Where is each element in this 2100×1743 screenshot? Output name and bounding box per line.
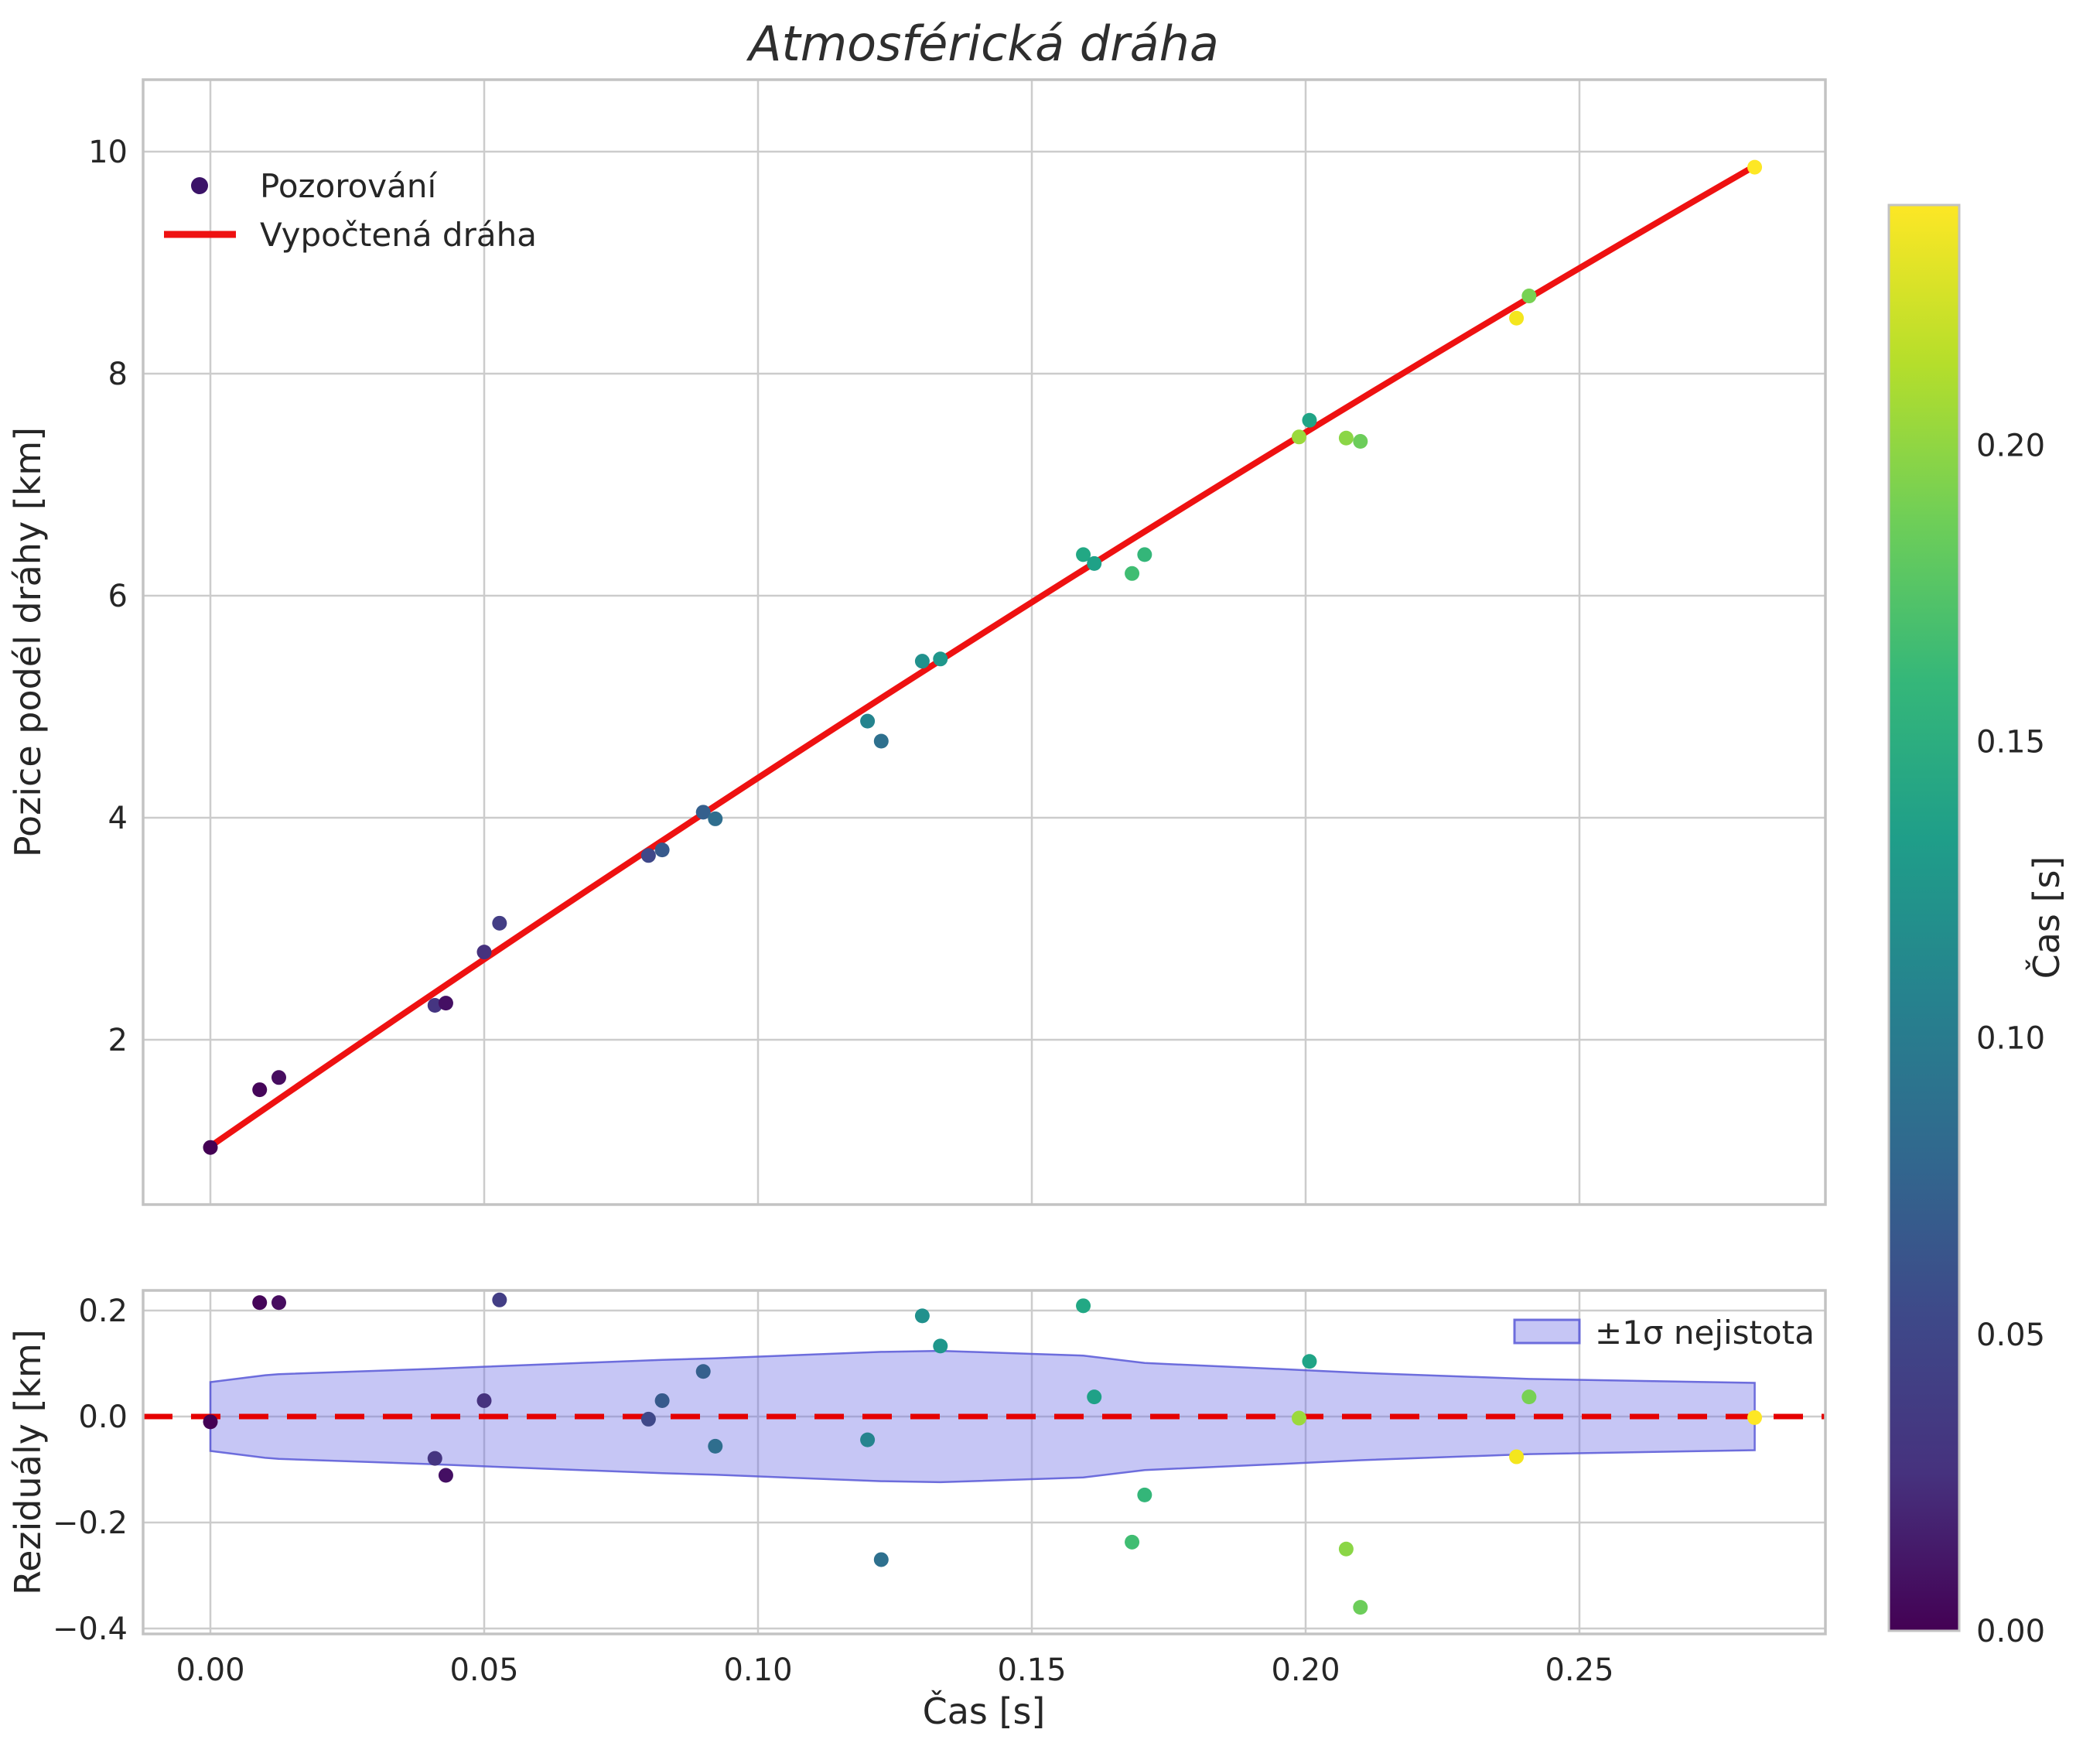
observation-point <box>654 842 670 858</box>
colorbar-tick-label: 0.05 <box>1976 1318 2045 1353</box>
legend-observations-label: Pozorování <box>260 167 438 205</box>
main-y-tick-label: 2 <box>108 1023 128 1058</box>
observation-point <box>640 848 656 863</box>
fit-line <box>207 162 1758 1150</box>
observation-point <box>476 945 492 960</box>
observation-point <box>438 996 453 1011</box>
residual-point <box>1747 1410 1763 1425</box>
observation-point <box>914 654 930 669</box>
residual-point <box>476 1393 492 1408</box>
observation-point <box>427 998 442 1013</box>
x-tick-label: 0.05 <box>449 1652 518 1688</box>
main-y-tick-label: 6 <box>108 579 128 614</box>
residual-point <box>252 1295 268 1311</box>
residual-point <box>873 1552 889 1567</box>
residual-point <box>640 1411 656 1427</box>
residual-point <box>933 1338 948 1354</box>
chart-text-layer: Atmosférická dráha Pozice podél dráhy [k… <box>7 15 2068 1732</box>
residual-point <box>203 1414 218 1430</box>
residual-point <box>1338 1541 1354 1557</box>
x-tick-label: 0.20 <box>1271 1652 1340 1688</box>
colorbar-label: Čas [s] <box>2025 856 2068 979</box>
residual-point <box>438 1468 453 1483</box>
observation-point <box>492 915 507 931</box>
residual-point <box>1353 1600 1368 1615</box>
legend-fit-line-label: Vypočtená dráha <box>260 216 537 254</box>
main-y-tick-label: 4 <box>108 801 128 836</box>
colorbar-tick-label: 0.00 <box>1976 1614 2045 1649</box>
main-y-tick-label: 10 <box>88 135 128 170</box>
residual-point <box>914 1308 930 1324</box>
x-tick-label: 0.15 <box>997 1652 1066 1688</box>
observation-point <box>708 811 723 826</box>
chart-title: Atmosférická dráha <box>746 15 1219 72</box>
colorbar-tick-label: 0.20 <box>1976 428 2045 463</box>
x-tick-label: 0.10 <box>723 1652 792 1688</box>
main-legend: Pozorování Vypočtená dráha <box>164 167 537 254</box>
x-tick-label: 0.00 <box>176 1652 244 1688</box>
observation-point <box>1302 412 1317 428</box>
observation-point <box>1292 429 1307 445</box>
residual-point <box>1087 1389 1102 1405</box>
residual-point <box>1125 1534 1140 1550</box>
observation-point <box>1087 555 1102 571</box>
residual-axes-frame <box>142 1289 1827 1635</box>
legend-band-swatch <box>1513 1318 1581 1345</box>
residual-point <box>1137 1487 1152 1502</box>
chart-dynamic-layer: 2 4 6 8 10 0.2 0.0 −0.2 −0.4 0.00 0.05 0.10 0.15 0.20… <box>53 78 2045 1688</box>
x-tick-label: 0.25 <box>1545 1652 1613 1688</box>
observation-point <box>1509 310 1525 326</box>
residual-point <box>492 1292 507 1307</box>
observation-point <box>1521 289 1537 304</box>
observation-point <box>271 1070 286 1085</box>
residual-legend: ±1σ nejistota <box>1513 1314 1815 1352</box>
colorbar-tick-label: 0.10 <box>1976 1021 2045 1057</box>
residual-point <box>1521 1389 1537 1405</box>
observation-point <box>252 1082 268 1098</box>
main-axes-frame <box>142 78 1827 1206</box>
colorbar <box>1887 203 1961 1632</box>
observation-point <box>1125 566 1140 581</box>
residual-point <box>1292 1410 1307 1426</box>
residual-point <box>1076 1298 1091 1314</box>
observation-point <box>860 713 876 729</box>
residual-point <box>654 1393 670 1408</box>
residual-y-tick-label: −0.4 <box>53 1611 128 1647</box>
observation-point <box>1338 430 1354 446</box>
observation-point <box>1137 547 1152 562</box>
observation-point <box>873 733 889 749</box>
residual-point <box>1302 1354 1317 1369</box>
colorbar-tick-label: 0.15 <box>1976 725 2045 760</box>
main-y-axis-label: Pozice podél dráhy [km] <box>7 427 49 857</box>
main-y-tick-label: 8 <box>108 357 128 392</box>
residual-point <box>860 1432 876 1447</box>
observation-point <box>695 805 711 820</box>
observation-point <box>933 651 948 667</box>
residual-point <box>271 1295 286 1311</box>
residual-y-tick-label: 0.2 <box>78 1294 128 1329</box>
observation-point <box>1076 547 1091 562</box>
x-axis-label: Čas [s] <box>923 1690 1046 1732</box>
residual-point <box>695 1364 711 1379</box>
legend-observations-marker <box>191 177 208 194</box>
observation-point <box>203 1140 218 1155</box>
legend-band-label: ±1σ nejistota <box>1595 1314 1815 1352</box>
residual-point <box>1509 1449 1525 1464</box>
residual-y-tick-label: 0.0 <box>78 1400 128 1435</box>
residual-y-axis-label: Reziduály [km] <box>7 1329 49 1595</box>
residual-point <box>427 1451 442 1466</box>
observation-point <box>1353 434 1368 449</box>
residual-y-tick-label: −0.2 <box>53 1505 128 1541</box>
residual-point <box>708 1438 723 1454</box>
observation-point <box>1747 159 1763 175</box>
